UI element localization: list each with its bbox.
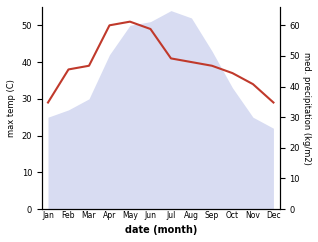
X-axis label: date (month): date (month) — [125, 225, 197, 235]
Y-axis label: med. precipitation (kg/m2): med. precipitation (kg/m2) — [302, 52, 311, 165]
Y-axis label: max temp (C): max temp (C) — [7, 79, 16, 137]
